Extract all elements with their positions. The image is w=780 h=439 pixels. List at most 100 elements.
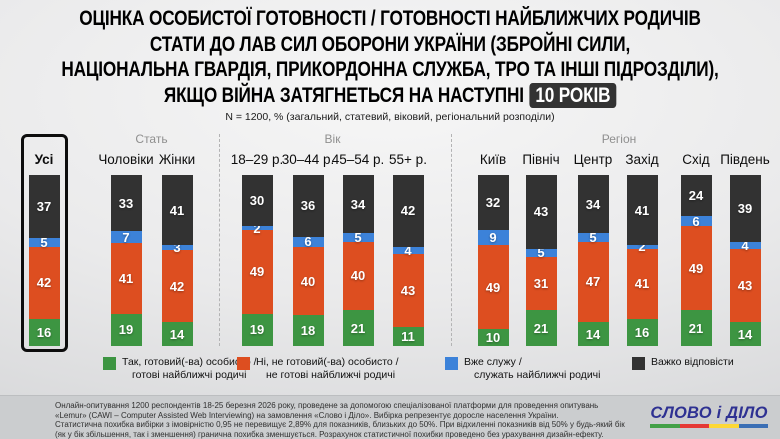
bar-segment: 16: [626, 318, 658, 346]
bar-value: 39: [737, 200, 753, 216]
bar-segment: 42: [392, 175, 424, 247]
bar-value: 11: [401, 329, 415, 345]
bar-value: 5: [589, 229, 597, 245]
bar-value: 49: [249, 264, 265, 280]
bar-value: 14: [585, 326, 601, 342]
column-label: Захід: [625, 152, 659, 167]
column-label: Північ: [522, 152, 560, 167]
legend-label: Вже служу / служать найближчі родичі: [464, 356, 600, 382]
bar-segment: 3: [161, 240, 193, 255]
bar-value: 7: [122, 229, 130, 245]
bar-value: 33: [118, 195, 134, 211]
bar-value: 4: [741, 237, 749, 253]
bar-segment: 42: [161, 250, 193, 323]
subtitle: N = 1200, % (загальний, статевий, вікови…: [225, 111, 555, 123]
bar-segment: 21: [342, 310, 374, 346]
bar-segment: 34: [342, 175, 374, 234]
legend-item: Ні, не готовий(-ва) особисто / не готові …: [237, 356, 399, 382]
bar-segment: 21: [680, 310, 712, 346]
bar-segment: 2: [626, 239, 658, 254]
column-label: Схід: [682, 152, 710, 167]
bar-segment: 34: [577, 175, 609, 234]
bar-segment: 4: [729, 238, 761, 253]
bar-value: 5: [354, 229, 362, 245]
bar-value: 36: [300, 198, 316, 214]
bar-segment: 43: [392, 253, 424, 328]
bar-value: 49: [688, 260, 704, 276]
legend-swatch: [445, 357, 458, 370]
bar: 21 40 5 34: [342, 175, 374, 346]
bar-value: 21: [533, 320, 549, 336]
legend-item: Так, готовий(-ва) особисто / готові найбл…: [103, 356, 257, 382]
bar-segment: 5: [577, 229, 609, 245]
bar: 14 42 3 41: [161, 175, 193, 346]
bar-value: 40: [350, 268, 366, 284]
bar-segment: 30: [241, 175, 273, 227]
column-label: 18–29 р.: [230, 152, 284, 167]
bar-segment: 24: [680, 175, 712, 217]
group-divider: [219, 134, 220, 346]
footer-line: Онлайн-опитування 1200 респондентів 18-2…: [55, 401, 599, 410]
footer-line: (як у бік збільшення, так і зменшення) г…: [55, 429, 604, 439]
bar-segment: 31: [525, 257, 557, 311]
bar-segment: 4: [392, 243, 424, 258]
bar: 10 49 9 32: [477, 175, 509, 346]
bar-segment: 41: [626, 175, 658, 246]
footer-line: Статистична похибка вибірки з імовірніст…: [55, 420, 625, 430]
legend-label: Ні, не готовий(-ва) особисто / не готові …: [256, 356, 399, 382]
bar-value: 3: [173, 240, 181, 256]
logo-underline: [650, 424, 768, 428]
bar-segment: 43: [525, 175, 557, 249]
bar: 19 49 2 30: [241, 175, 273, 346]
logo-text: СЛОВО і ДІЛО: [650, 404, 768, 422]
column-label: Чоловіки: [98, 152, 154, 167]
bar-segment: 32: [477, 175, 509, 230]
bar-segment: 9: [477, 229, 509, 246]
logo-underline-segment: [738, 424, 768, 428]
bar-segment: 37: [28, 175, 60, 239]
bar-value: 21: [350, 320, 366, 336]
column-label: 30–44 р.: [281, 152, 335, 167]
page-title: ОЦІНКА ОСОБИСТОЇ ГОТОВНОСТІ / ГОТОВНОСТІ…: [1, 6, 780, 108]
footer-methodology-text: Онлайн-опитування 1200 респондентів 18-2…: [55, 401, 645, 439]
bar-segment: 19: [241, 313, 273, 346]
bar-value: 5: [537, 245, 545, 261]
bar-value: 49: [485, 279, 501, 295]
bar-value: 40: [300, 273, 316, 289]
ten-years-badge: 10 РОКІВ: [529, 82, 617, 108]
bar-segment: 33: [110, 175, 142, 232]
bar-segment: 5: [342, 229, 374, 245]
column-label: Центр: [573, 152, 613, 167]
bar-value: 24: [688, 188, 704, 204]
bar-segment: 5: [28, 235, 60, 250]
group-header: Стать: [135, 132, 168, 146]
bar-value: 31: [533, 276, 549, 292]
legend-label: Важко відповісти: [651, 356, 734, 369]
bar-value: 34: [350, 196, 366, 212]
bar-value: 4: [404, 242, 412, 258]
bar-value: 10: [485, 329, 501, 345]
legend-label-line: готові найближчі родичі: [132, 369, 247, 381]
bar-value: 41: [634, 276, 650, 292]
bar-value: 41: [169, 202, 185, 218]
bar: 21 31 5 43: [525, 175, 557, 346]
title-line: СТАТИ ДО ЛАВ СИЛ ОБОРОНИ УКРАЇНИ (ЗБРОЙН…: [149, 32, 631, 56]
bar-value: 16: [634, 324, 650, 340]
bar-value: 42: [169, 278, 185, 294]
column-label: Київ: [479, 152, 507, 167]
group-header: Регіон: [601, 132, 637, 146]
title-line: ЯКЩО ВІЙНА ЗАТЯГНЕТЬСЯ НА НАСТУПНІ 10 РОК…: [1, 82, 780, 109]
legend-label-line: Важко відповісти: [651, 356, 734, 368]
bar-value: 42: [36, 275, 52, 291]
bar-value: 2: [638, 239, 646, 255]
bar-value: 43: [533, 204, 549, 220]
bar-segment: 11: [392, 327, 424, 346]
bar-segment: 7: [110, 229, 142, 245]
bar-segment: 41: [626, 248, 658, 319]
bar: 19 41 7 33: [110, 175, 142, 346]
footer: Онлайн-опитування 1200 респондентів 18-2…: [0, 395, 780, 439]
bar-value: 37: [36, 199, 52, 215]
column-label: 45–54 р.: [331, 152, 385, 167]
bar: 18 40 6 36: [292, 175, 324, 346]
logo-underline-segment: [679, 424, 709, 428]
